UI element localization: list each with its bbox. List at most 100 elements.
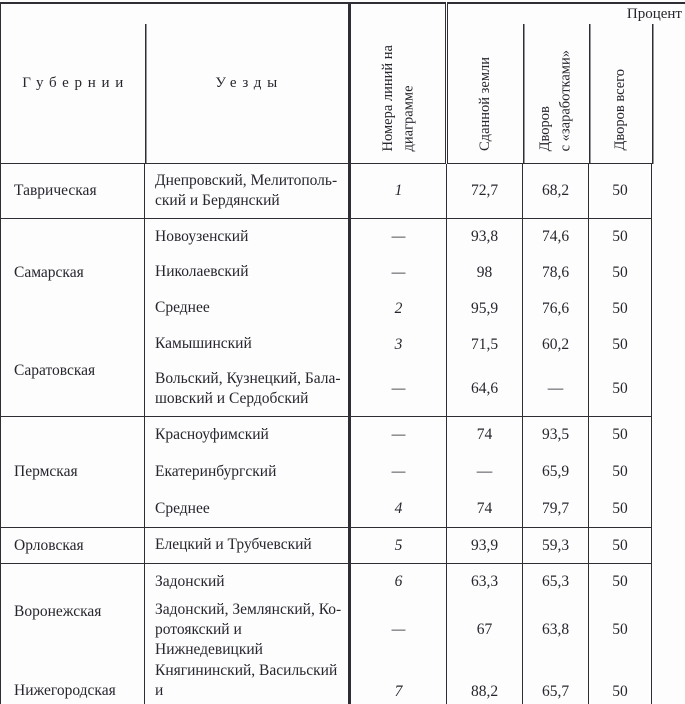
table-row: Орловская Елецкий и Трубчевский 5 93,9 5… <box>0 527 685 564</box>
table-row: Задонский, Землянский, Ко- ротоякский и … <box>1 599 685 661</box>
cell-total: 50 <box>588 453 652 491</box>
cell-leased-land: 95,9 <box>446 290 523 327</box>
cell-uezd: Екатеринбургский <box>144 453 350 491</box>
cell-leased-land: 72,7 <box>446 163 523 219</box>
cell-total: 50 <box>588 163 652 219</box>
cell-total: 50 <box>588 218 652 255</box>
column-header-uezdy: Уезды <box>144 3 350 164</box>
cell-uezd: Днепровский, Мелитополь- ский и Бердянск… <box>144 163 350 219</box>
column-header-households-total: Дворов всего <box>588 3 652 164</box>
cell-total: 50 <box>588 490 652 528</box>
cell-uezd: Камышинский <box>144 326 350 363</box>
cell-filler <box>651 416 685 454</box>
cell-line-number: 4 <box>348 490 447 528</box>
cell-line-number: 5 <box>348 527 447 564</box>
cell-line-number: 3 <box>348 326 447 363</box>
table-row: Среднее 2 95,9 76,6 50 <box>1 290 685 327</box>
cell-filler <box>651 254 685 291</box>
cell-uezd: Николаевский <box>144 254 350 291</box>
table-row: Саратовская Камышинский 3 71,5 60,2 50 <box>1 326 685 379</box>
cell-filler <box>651 218 685 255</box>
cell-gubernia: Саратовская <box>14 362 96 380</box>
cell-uezd: Задонский <box>144 563 350 600</box>
cell-leased-land: 71,5 <box>446 326 523 363</box>
cell-total: 50 <box>588 563 652 600</box>
cell-leased-land: 93,8 <box>446 218 523 255</box>
cell-earnings: 59,3 <box>522 527 589 564</box>
cell-filler <box>651 563 685 600</box>
households-earnings-label: Дворов с «заработками» <box>537 49 574 151</box>
cell-gubernia: Нижегородская <box>0 660 145 704</box>
header-filler-cell <box>651 3 685 164</box>
cell-filler <box>651 362 685 417</box>
cell-gubernia: Пермская <box>0 416 145 528</box>
cell-line-number: — <box>348 599 447 661</box>
cell-leased-land: 63,3 <box>446 563 523 600</box>
cell-total: 50 <box>588 660 652 704</box>
column-header-leased-land: Сданной земли <box>445 3 523 164</box>
cell-total: 50 <box>588 527 652 564</box>
column-header-gubernii: Губернии <box>0 3 145 164</box>
cell-earnings: 65,9 <box>522 453 589 491</box>
cell-line-number: — <box>348 453 447 491</box>
cell-filler <box>651 163 685 219</box>
cell-earnings: 74,6 <box>522 218 589 255</box>
cell-uezd: Вольский, Кузнецкий, Бала- шовский и Сер… <box>144 362 350 417</box>
table-row: Пермская Красноуфимский — 74 93,5 50 <box>0 416 685 528</box>
cell-gubernia: Таврическая <box>14 182 97 199</box>
cell-total: 50 <box>588 362 652 417</box>
cell-uezd: Елецкий и Трубчевский <box>144 527 350 564</box>
cell-leased-land: 93,9 <box>446 527 523 564</box>
cell-filler <box>651 453 685 491</box>
cell-filler <box>651 490 685 528</box>
column-header-households-earnings: Дворов с «заработками» <box>522 3 589 164</box>
line-numbers-label: Номера линий на диаграмме <box>379 44 416 151</box>
cell-earnings: 60,2 <box>522 326 589 363</box>
cell-line-number: — <box>348 362 447 417</box>
cell-leased-land: — <box>446 453 523 491</box>
cell-earnings: — <box>522 362 589 417</box>
cell-uezd: Задонский, Землянский, Ко- ротоякский и … <box>144 599 350 661</box>
cell-earnings: 65,3 <box>522 563 589 600</box>
cell-total: 50 <box>588 599 652 661</box>
cell-uezd: Новоузенский <box>144 218 350 255</box>
cell-uezd: Среднее <box>144 490 350 528</box>
column-header-line-numbers: Номера линий на диаграмме <box>348 3 447 164</box>
cell-leased-land: 98 <box>446 254 523 291</box>
table-row: Среднее 4 74 79,7 50 <box>1 490 685 528</box>
cell-total: 50 <box>588 254 652 291</box>
table-row: Нижегородская Княгининский, Васильский и… <box>0 660 685 704</box>
header-row: Губернии Уезды Номера линий на диаграмме… <box>0 3 685 164</box>
table-row: Николаевский — 98 78,6 50 <box>1 254 685 291</box>
cell-gubernia: Самарская <box>0 218 145 327</box>
cell-gubernia: Воронежская <box>0 562 145 661</box>
table-row: Вольский, Кузнецкий, Бала- шовский и Сер… <box>1 362 685 417</box>
cell-total: 50 <box>588 416 652 454</box>
cell-uezd: Княгининский, Васильский и Макарьевский <box>144 660 350 704</box>
households-total-label: Дворов всего <box>611 69 628 151</box>
cell-filler <box>651 290 685 327</box>
leased-land-label: Сданной земли <box>477 57 494 151</box>
cell-uezd: Среднее <box>144 290 350 327</box>
cell-uezd: Красноуфимский <box>144 416 350 454</box>
cell-gubernia: Орловская <box>0 527 145 564</box>
cell-line-number: — <box>348 218 447 255</box>
cell-filler <box>651 599 685 661</box>
cell-line-number: 1 <box>348 163 447 219</box>
cell-leased-land: 67 <box>446 599 523 661</box>
cell-line-number: 2 <box>348 290 447 327</box>
cell-earnings: 79,7 <box>522 490 589 528</box>
percent-group-label: Процент <box>622 6 682 23</box>
cell-line-number: — <box>348 416 447 454</box>
cell-line-number: 6 <box>348 563 447 600</box>
cell-filler <box>651 527 685 564</box>
table-row: Таврическая Днепровский, Мелитополь- ски… <box>1 163 685 219</box>
cell-total: 50 <box>588 326 652 363</box>
cell-filler <box>651 326 685 363</box>
table-row: Екатеринбургский — — 65,9 50 <box>1 453 685 491</box>
cell-leased-land: 74 <box>446 416 523 454</box>
cell-earnings: 93,5 <box>522 416 589 454</box>
cell-earnings: 68,2 <box>522 163 589 219</box>
